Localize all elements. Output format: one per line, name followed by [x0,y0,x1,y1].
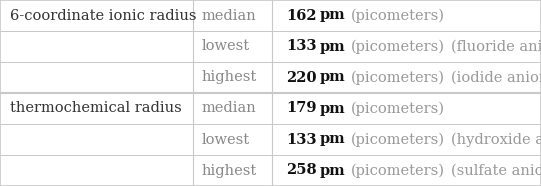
Text: (picometers): (picometers) [351,132,445,147]
Text: (picometers): (picometers) [351,70,445,85]
Text: pm: pm [320,39,345,54]
Text: pm: pm [320,163,345,177]
Text: 179: 179 [286,102,316,116]
Text: (iodide anion): (iodide anion) [451,70,541,84]
Text: lowest: lowest [202,39,250,54]
Text: (fluoride anion): (fluoride anion) [451,39,541,54]
Text: 258: 258 [286,163,316,177]
Text: highest: highest [202,70,258,84]
Text: (picometers): (picometers) [351,163,445,178]
Text: pm: pm [320,9,345,23]
Text: pm: pm [320,102,345,116]
Text: (sulfate anion): (sulfate anion) [451,163,541,177]
Text: (picometers): (picometers) [351,101,445,116]
Text: lowest: lowest [202,132,250,147]
Text: median: median [202,102,257,116]
Text: median: median [202,9,257,23]
Text: pm: pm [320,132,345,147]
Text: 133: 133 [286,39,316,54]
Text: 6-coordinate ionic radius: 6-coordinate ionic radius [10,9,196,23]
Text: pm: pm [320,70,345,84]
Text: thermochemical radius: thermochemical radius [10,102,182,116]
Text: 162: 162 [286,9,316,23]
Text: 220: 220 [286,70,316,84]
Text: highest: highest [202,163,258,177]
Text: (picometers): (picometers) [351,39,445,54]
Text: (hydroxide anion): (hydroxide anion) [451,132,541,147]
Text: (picometers): (picometers) [351,8,445,23]
Text: 133: 133 [286,132,316,147]
